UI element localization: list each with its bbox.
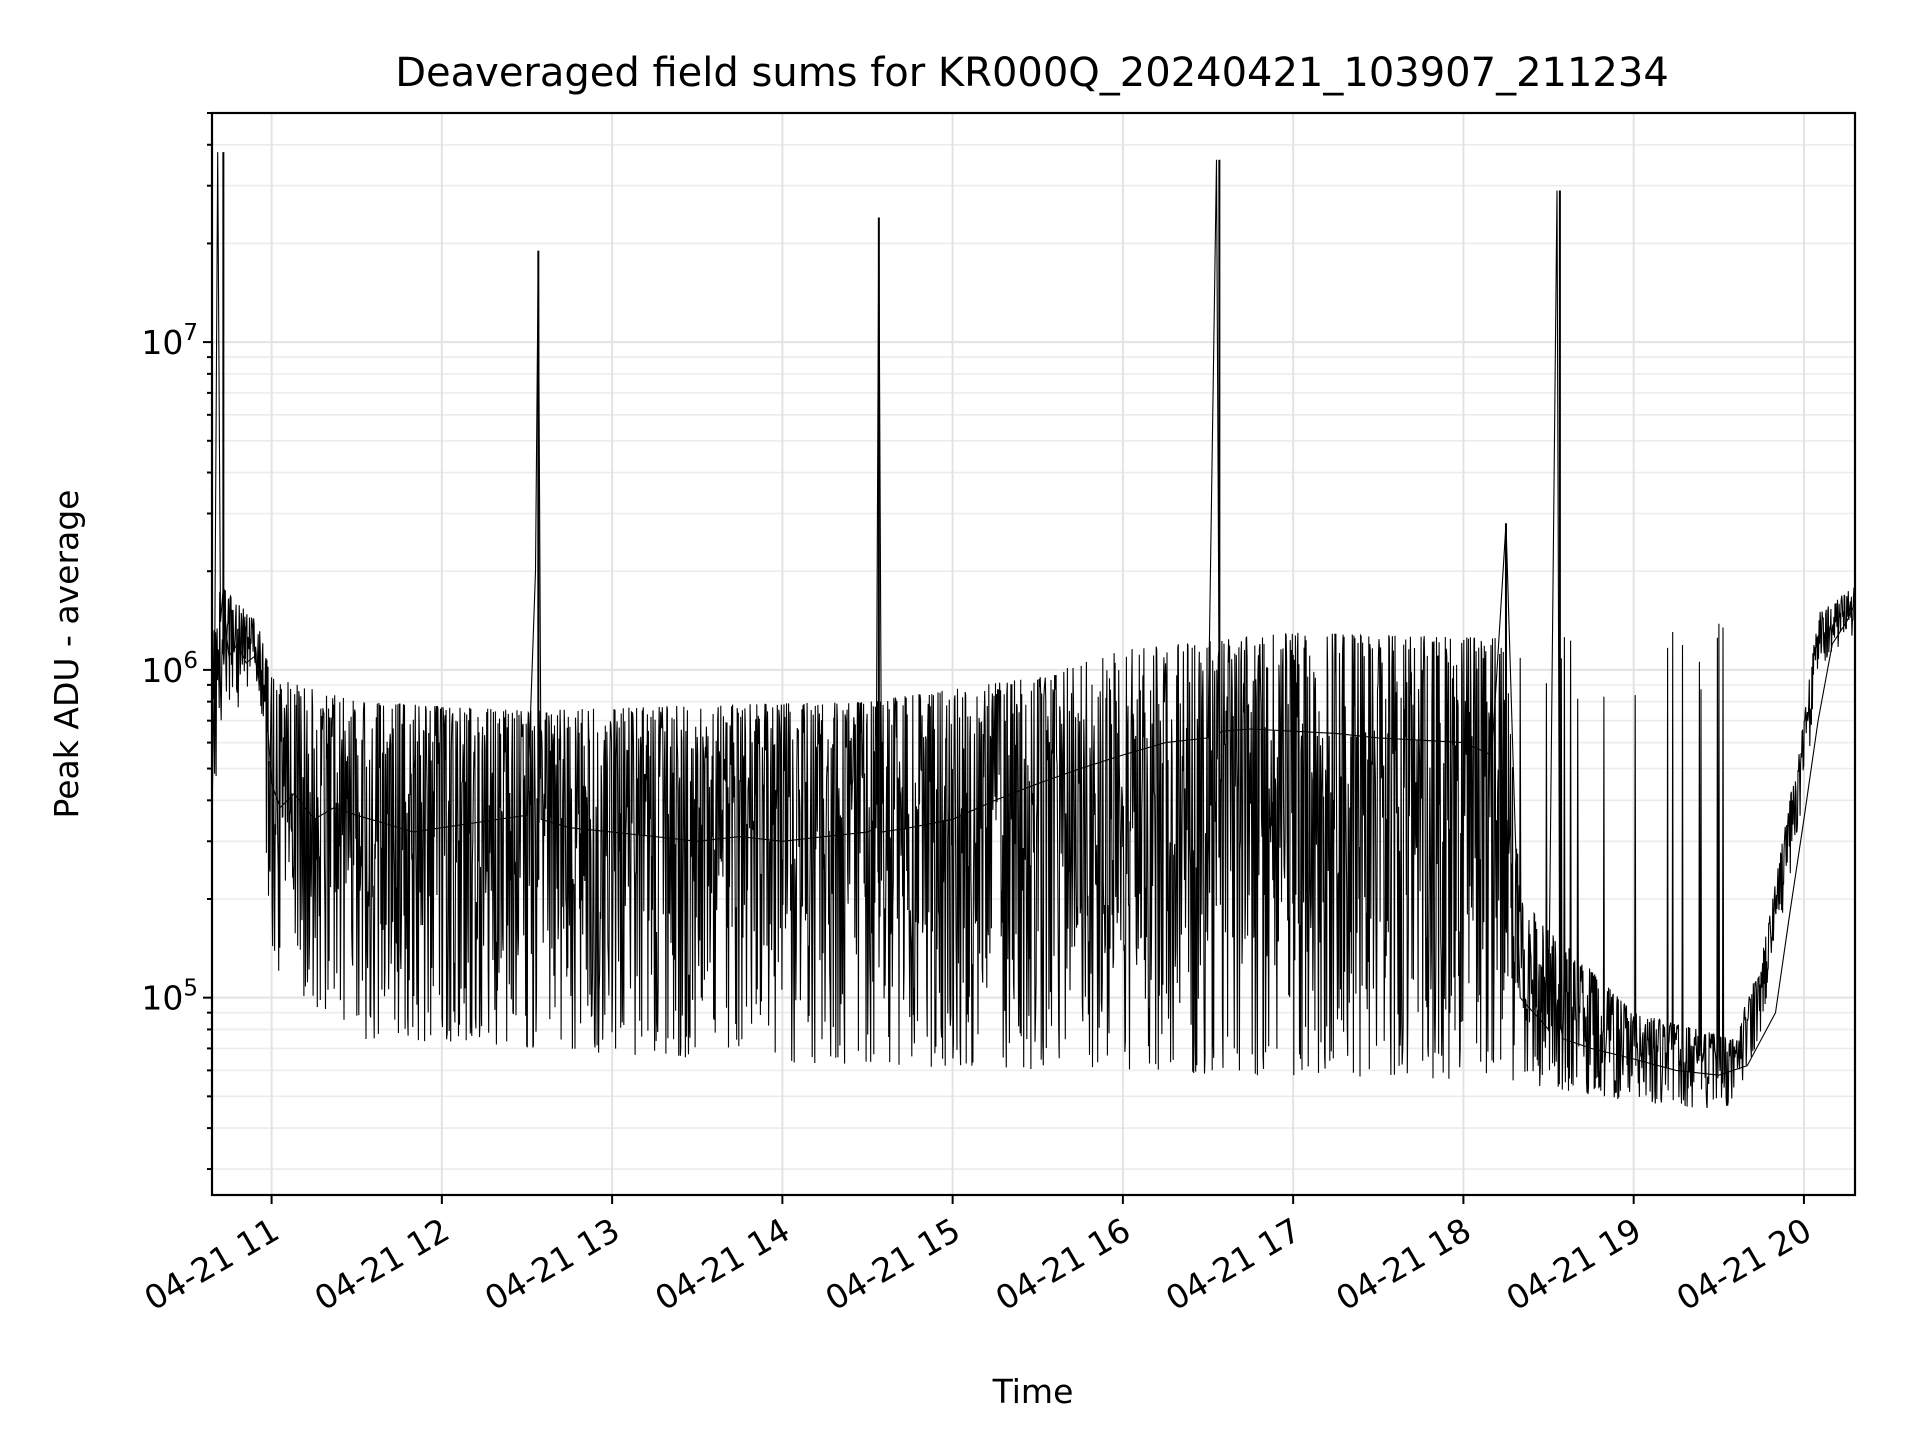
y-tick-label: 105 [141, 976, 198, 1018]
x-tick-label: 04-21 12 [308, 1210, 456, 1318]
x-tick-label: 04-21 16 [989, 1210, 1137, 1318]
y-axis-label: Peak ADU - average [47, 490, 86, 819]
x-axis: 04-21 11 04-21 12 04-21 13 04-21 14 04-21 15… [138, 1195, 1818, 1318]
x-tick-label: 04-21 13 [478, 1210, 626, 1318]
y-tick-label: 106 [141, 648, 198, 690]
x-tick-label: 04-21 19 [1500, 1210, 1648, 1318]
y-tick-label: 107 [141, 320, 198, 362]
x-tick-label: 04-21 11 [138, 1210, 286, 1318]
data-trace [211, 152, 1856, 1109]
x-tick-label: 04-21 14 [648, 1210, 796, 1318]
x-tick-label: 04-21 17 [1159, 1210, 1307, 1318]
chart-title: Deaveraged field sums for KR000Q_2024042… [395, 50, 1669, 96]
x-tick-label: 04-21 18 [1329, 1210, 1477, 1318]
x-tick-label: 04-21 15 [819, 1210, 967, 1318]
x-axis-label: Time [992, 1372, 1074, 1411]
series-outline [211, 152, 1856, 1076]
plot-frame [210, 111, 1857, 1197]
y-axis: 105 106 107 [141, 112, 212, 1171]
series-line [211, 587, 1856, 1109]
x-tick-label: 04-21 20 [1670, 1210, 1818, 1318]
